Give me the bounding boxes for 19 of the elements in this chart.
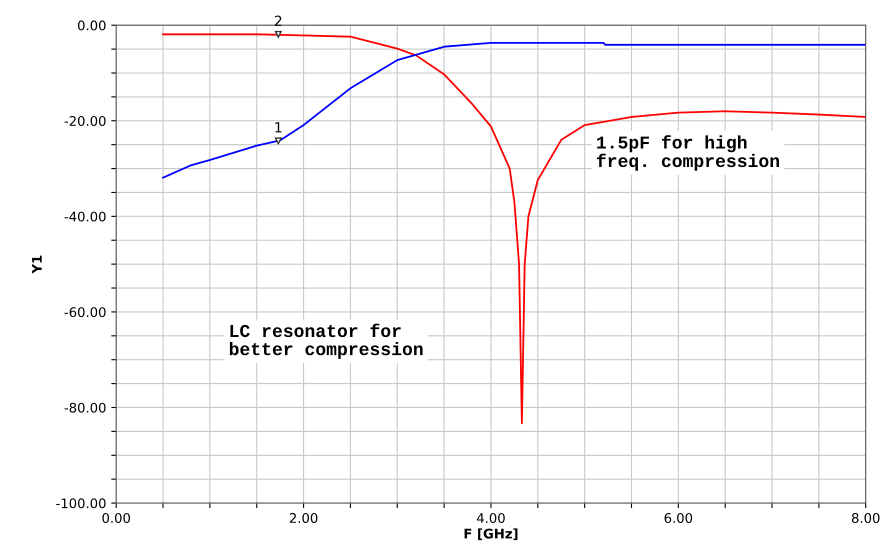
y-tick-label: -40.00 (64, 212, 106, 222)
line-series (162, 42, 866, 179)
annotation: 2 (274, 16, 282, 26)
x-tick-label: 4.00 (476, 513, 505, 523)
x-tick-label: 8.00 (852, 513, 880, 523)
y-tick-label: -20.00 (64, 116, 106, 126)
x-tick-label: 0.00 (102, 513, 130, 523)
x-tick-label: 2.00 (290, 513, 318, 523)
y-tick-label: -100.00 (56, 498, 106, 508)
annotation: 1 (275, 122, 282, 132)
y-tick-label: 0.00 (78, 20, 106, 30)
annotation: LC resonator for better compression (230, 324, 423, 359)
y-tick-label: -80.00 (64, 402, 106, 413)
y-axis-title: Y1 (32, 256, 42, 274)
annotation: 1.5pF for high freq. compression (596, 135, 779, 171)
y-tick-label: -60.00 (64, 307, 106, 318)
x-axis-title: F [GHz] (464, 528, 518, 540)
line-series (162, 33, 866, 424)
x-tick-label: 6.00 (664, 513, 692, 523)
